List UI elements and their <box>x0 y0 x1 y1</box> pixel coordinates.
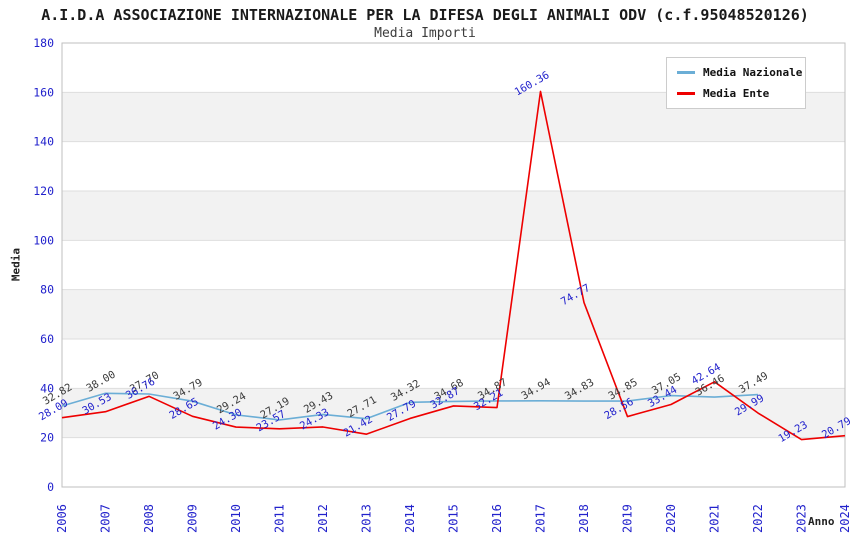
svg-text:2021: 2021 <box>708 504 722 533</box>
plot-border <box>61 42 846 488</box>
x-axis-title: Anno <box>808 515 835 528</box>
legend-label-media-nazionale: Media Nazionale <box>703 66 803 79</box>
svg-text:20: 20 <box>40 431 54 445</box>
svg-text:2016: 2016 <box>490 504 504 533</box>
svg-text:2010: 2010 <box>229 504 243 533</box>
svg-text:2007: 2007 <box>99 504 113 533</box>
svg-text:60: 60 <box>40 332 54 346</box>
svg-text:2019: 2019 <box>621 504 635 533</box>
svg-text:2014: 2014 <box>403 504 417 533</box>
svg-text:80: 80 <box>40 283 54 297</box>
legend-item-media-ente: Media Ente <box>677 87 795 100</box>
line-swatch-icon <box>677 71 695 74</box>
series-line-media-nazionale <box>61 392 759 421</box>
svg-text:2012: 2012 <box>316 504 330 533</box>
svg-text:2024: 2024 <box>838 504 850 533</box>
x-tick-labels: 2006 2007 2008 2009 2010 2011 2012 2013 2014 2015… <box>55 504 850 533</box>
svg-text:2006: 2006 <box>55 504 69 533</box>
svg-text:180: 180 <box>33 36 54 50</box>
svg-text:2013: 2013 <box>360 504 374 533</box>
svg-text:0: 0 <box>47 480 54 494</box>
svg-text:100: 100 <box>33 233 54 247</box>
line-swatch-icon <box>677 92 695 95</box>
svg-text:160: 160 <box>33 85 54 99</box>
svg-text:2015: 2015 <box>447 504 461 533</box>
chart-subtitle: Media Importi <box>374 26 476 41</box>
legend-item-media-nazionale: Media Nazionale <box>677 66 802 79</box>
svg-text:2009: 2009 <box>186 504 200 533</box>
legend: Media Nazionale Media Ente <box>666 57 806 109</box>
svg-text:2022: 2022 <box>751 504 765 533</box>
svg-text:2020: 2020 <box>664 504 678 533</box>
svg-text:140: 140 <box>33 135 54 149</box>
svg-text:2018: 2018 <box>577 504 591 533</box>
svg-text:120: 120 <box>33 184 54 198</box>
svg-text:2017: 2017 <box>534 504 548 533</box>
svg-text:2023: 2023 <box>795 504 809 533</box>
svg-text:2011: 2011 <box>273 504 287 533</box>
y-tick-labels: 0 20 40 60 80 100 120 140 160 180 <box>33 36 54 494</box>
svg-text:2008: 2008 <box>142 504 156 533</box>
chart-title: A.I.D.A ASSOCIAZIONE INTERNAZIONALE PER … <box>41 6 809 24</box>
series-line-media-ente <box>61 90 846 441</box>
legend-label-media-ente: Media Ente <box>703 87 770 100</box>
svg-text:40: 40 <box>40 381 54 395</box>
